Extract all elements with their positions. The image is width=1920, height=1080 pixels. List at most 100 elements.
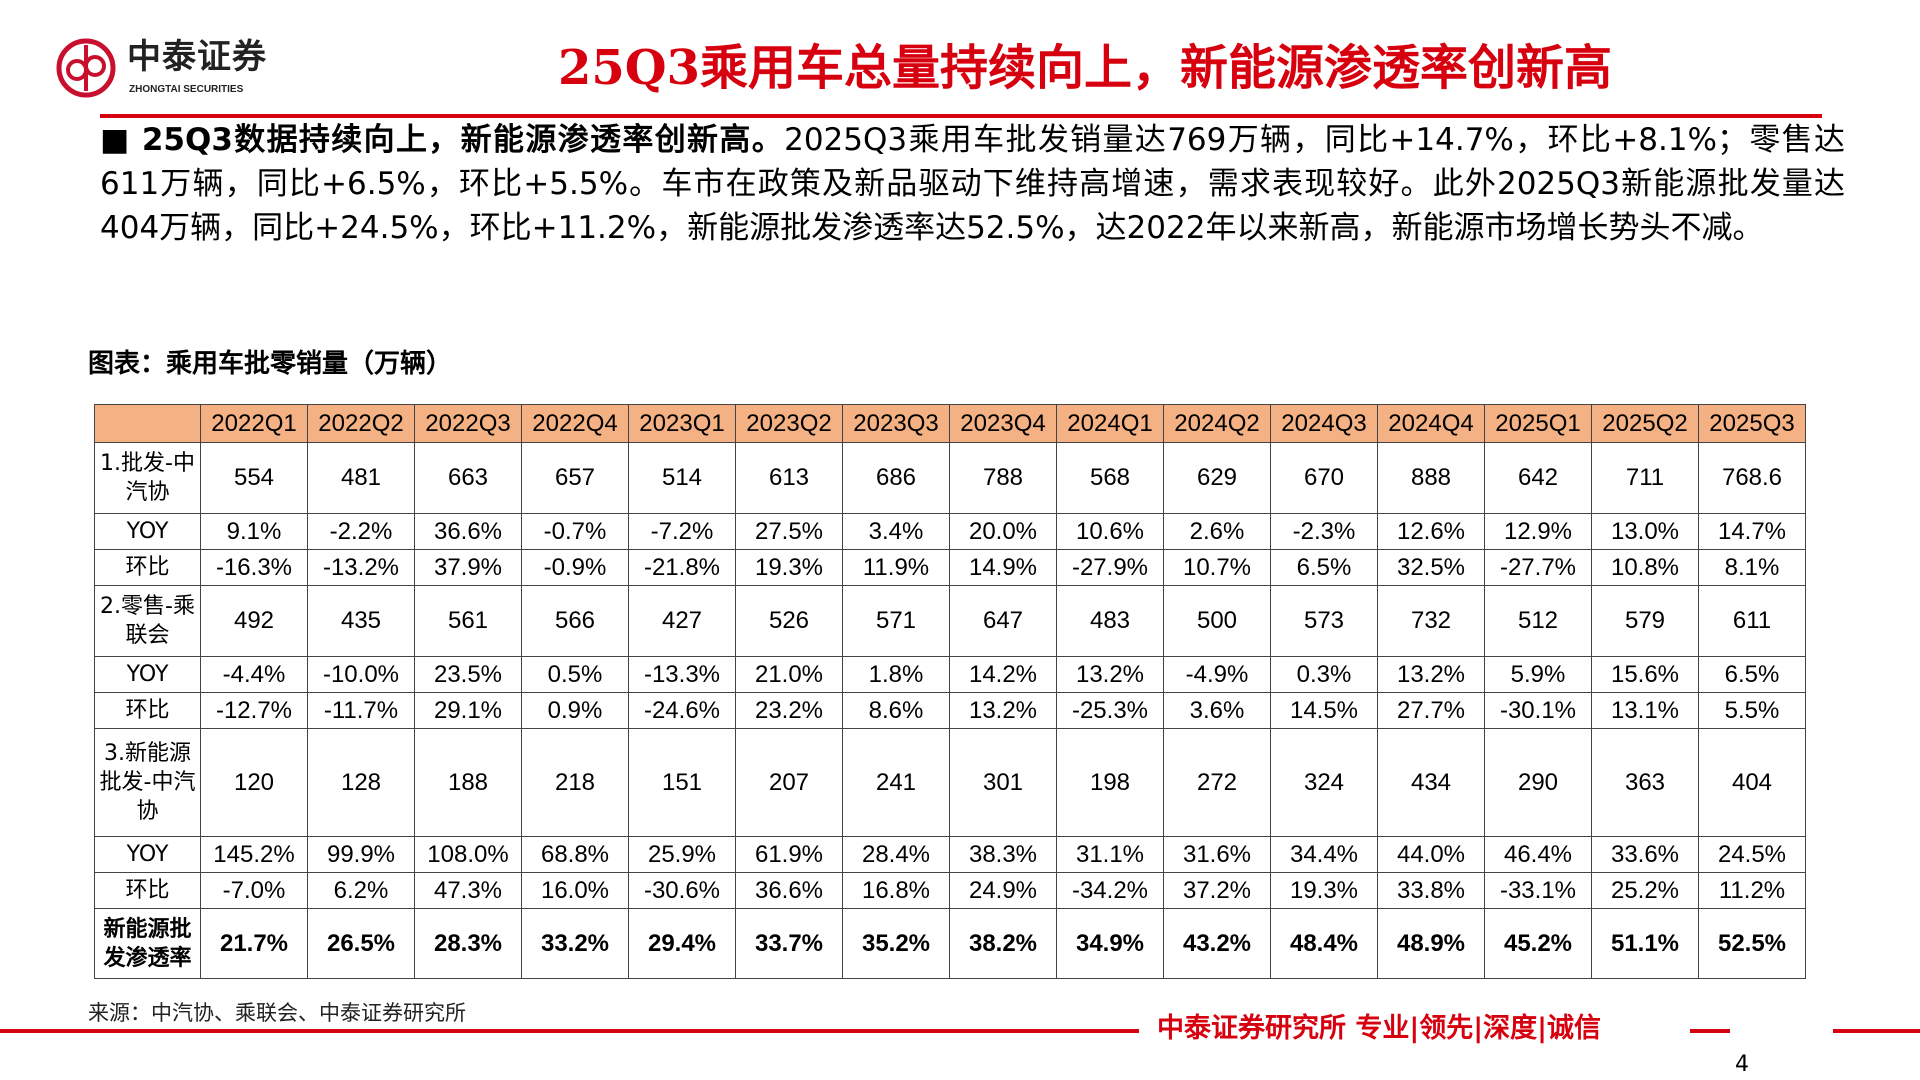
bullet: ■	[100, 122, 131, 158]
table-row: 1.批发-中汽协 554 481 663 657 514 613 686 788 568 629 67…	[94, 442, 1806, 514]
table-cell: 13.2%	[949, 692, 1057, 729]
table-cell: 566	[521, 585, 629, 657]
table-cell: -13.3%	[628, 656, 736, 693]
table-cell: 19.3%	[735, 549, 843, 586]
column-header: 2022Q1	[200, 404, 308, 443]
table-cell: 25.9%	[628, 836, 736, 873]
table-cell: 28.3%	[414, 908, 522, 979]
paragraph-lead: 25Q3数据持续向上，新能源渗透率创新高。	[141, 122, 785, 158]
column-header: 2022Q3	[414, 404, 522, 443]
page-title: 25Q3乘用车总量持续向上，新能源渗透率创新高	[557, 40, 1612, 96]
table-cell: -4.4%	[200, 656, 308, 693]
table-cell: 23.2%	[735, 692, 843, 729]
table-cell: 44.0%	[1377, 836, 1485, 873]
table-cell: 108.0%	[414, 836, 522, 873]
table-cell: 188	[414, 728, 522, 837]
table-cell: 788	[949, 442, 1057, 514]
table-cell: 732	[1377, 585, 1485, 657]
footer-line	[1833, 1029, 1920, 1033]
table-cell: 13.1%	[1591, 692, 1699, 729]
row-label: YOY	[94, 513, 201, 550]
table-header-row: 2022Q1 2022Q2 2022Q3 2022Q4 2023Q1 2023Q2 2023…	[94, 404, 1806, 443]
table-row: 环比 -16.3% -13.2% 37.9% -0.9% -21.8% 19.3% 11.9%…	[94, 549, 1806, 586]
table-cell: -2.2%	[307, 513, 415, 550]
footer-line	[1690, 1029, 1730, 1033]
table-cell: 37.2%	[1163, 872, 1271, 909]
table-cell: 663	[414, 442, 522, 514]
table-cell: 120	[200, 728, 308, 837]
table-cell: 38.3%	[949, 836, 1057, 873]
table-cell: 29.1%	[414, 692, 522, 729]
table-cell: 24.5%	[1698, 836, 1806, 873]
table-cell: 11.2%	[1698, 872, 1806, 909]
table-cell: 19.3%	[1270, 872, 1378, 909]
table-cell: 6.5%	[1270, 549, 1378, 586]
table-cell: 888	[1377, 442, 1485, 514]
table-cell: -11.7%	[307, 692, 415, 729]
source-note: 来源：中汽协、乘联会、中泰证券研究所	[88, 1001, 466, 1025]
table-cell: 9.1%	[200, 513, 308, 550]
table-cell: 290	[1484, 728, 1592, 837]
footer-slogan: 中泰证券研究所 专业|领先|深度|诚信	[1157, 1013, 1601, 1044]
table-cell: 24.9%	[949, 872, 1057, 909]
table-cell: 51.1%	[1591, 908, 1699, 979]
table-cell: 25.2%	[1591, 872, 1699, 909]
column-header: 2024Q1	[1056, 404, 1164, 443]
table-cell: 27.7%	[1377, 692, 1485, 729]
table-cell: 11.9%	[842, 549, 950, 586]
table-cell: -4.9%	[1163, 656, 1271, 693]
table-cell: 13.0%	[1591, 513, 1699, 550]
table-cell: 272	[1163, 728, 1271, 837]
summary-paragraph: ■ 25Q3数据持续向上，新能源渗透率创新高。2025Q3乘用车批发销量达769…	[100, 118, 1845, 250]
table-cell: 218	[521, 728, 629, 837]
table-cell: 33.6%	[1591, 836, 1699, 873]
table-cell: 500	[1163, 585, 1271, 657]
table-cell: 48.4%	[1270, 908, 1378, 979]
row-label: YOY	[94, 656, 201, 693]
table-cell: 241	[842, 728, 950, 837]
column-header: 2024Q3	[1270, 404, 1378, 443]
table-row: 2.零售-乘联会 492 435 561 566 427 526 571 647 483 500 57…	[94, 585, 1806, 657]
table-cell: 12.9%	[1484, 513, 1592, 550]
row-label: YOY	[94, 836, 201, 873]
table-cell: -21.8%	[628, 549, 736, 586]
table-cell: -25.3%	[1056, 692, 1164, 729]
table-row: 3.新能源批发-中汽协 120 128 188 218 151 207 241 301 198 27…	[94, 728, 1806, 837]
table-cell: 0.9%	[521, 692, 629, 729]
table-cell: 3.6%	[1163, 692, 1271, 729]
column-header: 2025Q1	[1484, 404, 1592, 443]
table-cell: 28.4%	[842, 836, 950, 873]
table-cell: 10.6%	[1056, 513, 1164, 550]
table-cell: 21.0%	[735, 656, 843, 693]
table-cell: 6.2%	[307, 872, 415, 909]
table-cell: 34.9%	[1056, 908, 1164, 979]
table-cell: 33.8%	[1377, 872, 1485, 909]
table-cell: 34.4%	[1270, 836, 1378, 873]
column-header: 2024Q4	[1377, 404, 1485, 443]
table-cell: 554	[200, 442, 308, 514]
table-cell: 492	[200, 585, 308, 657]
row-label: 环比	[94, 872, 201, 909]
table-cell: 128	[307, 728, 415, 837]
table-cell: -7.2%	[628, 513, 736, 550]
logo-name-en: ZHONGTAI SECURITIES	[129, 84, 244, 95]
table-cell: 15.6%	[1591, 656, 1699, 693]
table-cell: 1.8%	[842, 656, 950, 693]
column-header: 2023Q1	[628, 404, 736, 443]
table-cell: 31.1%	[1056, 836, 1164, 873]
table-cell: 686	[842, 442, 950, 514]
row-label: 新能源批发渗透率	[94, 908, 201, 979]
table-cell: 23.5%	[414, 656, 522, 693]
header-corner	[94, 404, 201, 443]
table-cell: 207	[735, 728, 843, 837]
table-row: YOY -4.4% -10.0% 23.5% 0.5% -13.3% 21.0% 1.8% 14…	[94, 656, 1806, 693]
table-cell: -16.3%	[200, 549, 308, 586]
column-header: 2023Q3	[842, 404, 950, 443]
table-cell: 573	[1270, 585, 1378, 657]
table-cell: 629	[1163, 442, 1271, 514]
table-cell: 324	[1270, 728, 1378, 837]
table-cell: 670	[1270, 442, 1378, 514]
table-cell: 613	[735, 442, 843, 514]
table-cell: 514	[628, 442, 736, 514]
table-cell: 37.9%	[414, 549, 522, 586]
